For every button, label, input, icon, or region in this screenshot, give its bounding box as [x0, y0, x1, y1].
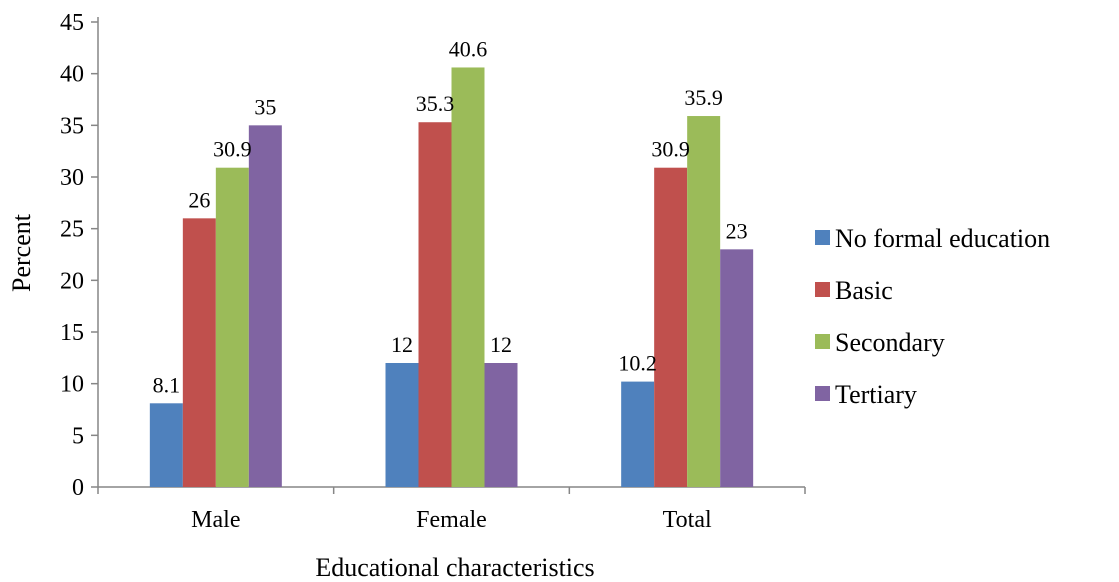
legend-swatch: [815, 230, 830, 245]
bars: [149, 67, 754, 488]
y-tick-label: 10: [60, 372, 84, 398]
bar: [149, 403, 183, 487]
bar: [687, 116, 721, 488]
y-axis: 0 5 10 15 20 25 30 35 40 45: [60, 10, 99, 501]
bar: [654, 167, 688, 487]
bar: [418, 122, 452, 487]
bar: [720, 249, 754, 487]
data-label: 35.9: [684, 85, 723, 110]
legend-swatch: [815, 334, 830, 349]
data-label: 23: [726, 218, 748, 243]
bar: [182, 218, 216, 488]
legend-swatch: [815, 386, 830, 401]
y-tick-label: 35: [60, 113, 84, 139]
bar: [248, 125, 282, 487]
y-tick-label: 20: [60, 268, 84, 294]
data-label: 40.6: [449, 36, 488, 61]
bar: [215, 167, 249, 487]
y-tick-label: 15: [60, 320, 84, 346]
y-tick-label: 30: [60, 165, 84, 191]
y-tick-label: 40: [60, 62, 84, 88]
data-label: 30.9: [213, 137, 252, 162]
y-tick-label: 25: [60, 217, 84, 243]
data-label: 12: [490, 332, 512, 357]
data-label: 30.9: [651, 137, 690, 162]
legend: No formal education Basic Secondary Tertiar…: [815, 224, 1050, 409]
y-tick-label: 5: [72, 423, 84, 449]
bar: [385, 363, 419, 487]
x-axis-title: Educational characteristics: [315, 553, 594, 582]
x-tick-label: Total: [663, 507, 712, 533]
data-label: 26: [188, 187, 210, 212]
legend-label: Secondary: [835, 328, 945, 357]
x-tick-label: Male: [191, 507, 240, 533]
legend-swatch: [815, 282, 830, 297]
legend-label: Basic: [835, 276, 893, 305]
data-label: 12: [391, 332, 413, 357]
legend-label: No formal education: [835, 224, 1050, 253]
y-tick-label: 45: [60, 10, 84, 36]
data-label: 35: [254, 94, 276, 119]
y-axis-title: Percent: [7, 213, 36, 292]
bar: [621, 381, 655, 487]
x-axis: Male Female Total: [97, 486, 806, 533]
data-label: 8.1: [153, 372, 181, 397]
bar: [484, 363, 518, 487]
data-label: 35.3: [416, 91, 455, 116]
data-label: 10.2: [618, 351, 657, 376]
x-tick-label: Female: [416, 507, 487, 533]
y-tick-label: 0: [72, 475, 84, 501]
legend-label: Tertiary: [835, 380, 917, 409]
bar: [451, 67, 485, 487]
